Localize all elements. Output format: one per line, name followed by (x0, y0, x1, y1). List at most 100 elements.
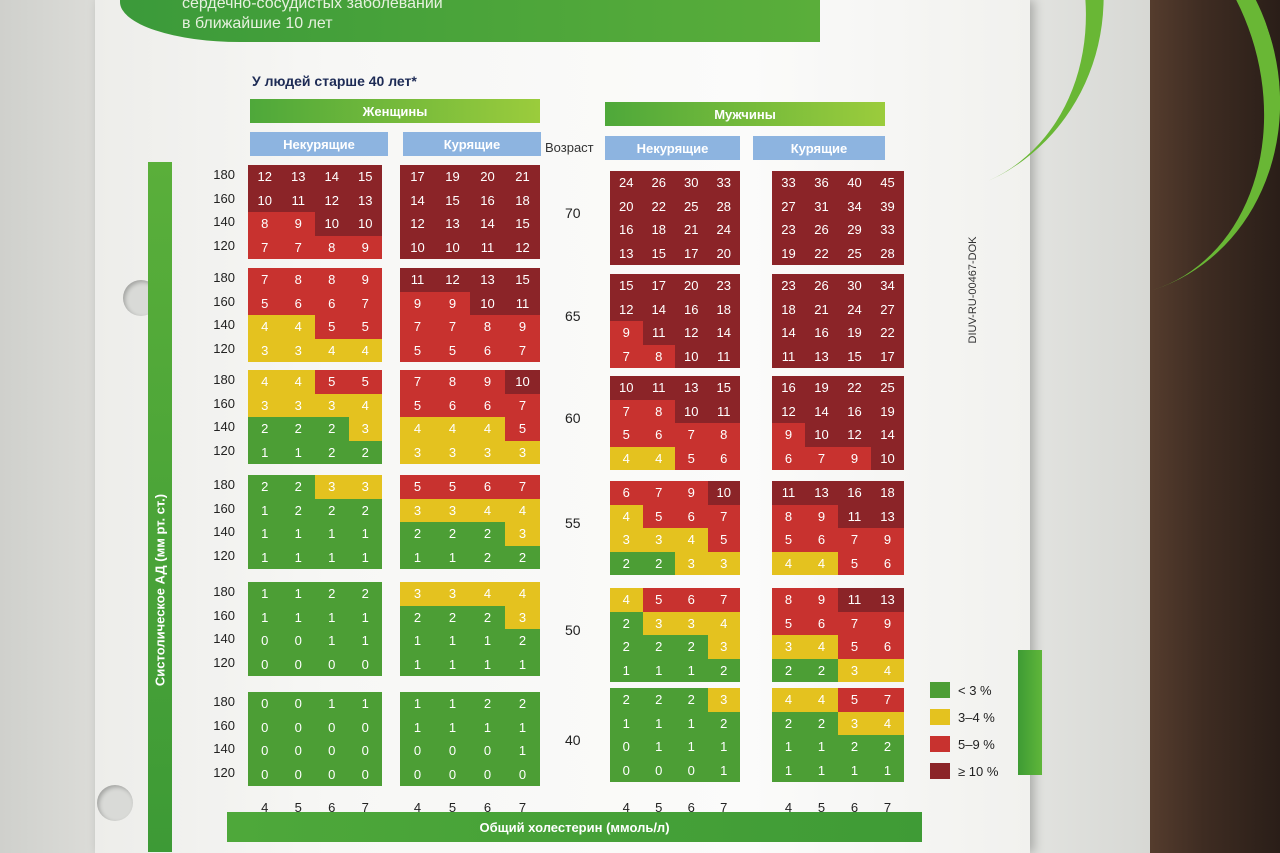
risk-cell: 0 (315, 739, 349, 763)
risk-table-women-nonsmokers-age-70: 12 13 14 15 10 11 12 13 8 9 10 10 7 7 8 9 (248, 165, 382, 259)
risk-cell: 4 (805, 635, 838, 659)
risk-cell: 11 (772, 344, 805, 368)
risk-cell: 13 (805, 344, 838, 368)
risk-cell: 20 (470, 165, 505, 189)
risk-cell: 14 (871, 423, 904, 447)
risk-cell: 11 (772, 481, 805, 505)
risk-cell: 12 (315, 188, 349, 212)
risk-cell: 1 (248, 498, 282, 522)
bp-label: 140 (213, 214, 235, 229)
legend-label: < 3 % (958, 682, 992, 698)
legend-item: 5–9 % (930, 736, 995, 752)
risk-cell: 1 (675, 711, 708, 735)
risk-cell: 1 (435, 715, 470, 739)
risk-cell: 45 (871, 171, 904, 195)
risk-cell: 17 (871, 344, 904, 368)
risk-cell: 1 (248, 440, 282, 464)
risk-cell: 1 (435, 545, 470, 569)
risk-cell: 23 (707, 274, 740, 298)
risk-cell: 3 (838, 658, 871, 682)
cholesterol-label: 7 (883, 800, 892, 815)
risk-cell: 4 (505, 582, 540, 606)
risk-cell: 2 (400, 605, 435, 629)
cholesterol-label: 6 (850, 800, 859, 815)
risk-cell: 1 (838, 758, 871, 782)
risk-cell: 17 (675, 241, 708, 265)
risk-cell: 7 (871, 688, 904, 712)
risk-cell: 13 (470, 268, 505, 292)
binder-hole-bottom (97, 785, 133, 821)
risk-cell: 8 (248, 212, 282, 236)
risk-cell: 0 (610, 758, 643, 782)
risk-cell: 33 (707, 171, 740, 195)
risk-cell: 2 (348, 498, 382, 522)
bp-label: 180 (213, 694, 235, 709)
risk-cell: 11 (400, 268, 435, 292)
risk-cell: 15 (610, 274, 643, 298)
risk-cell: 9 (772, 423, 805, 447)
risk-cell: 2 (675, 688, 708, 712)
cholesterol-label: 4 (784, 800, 793, 815)
risk-cell: 9 (805, 588, 838, 612)
risk-cell: 1 (348, 545, 382, 569)
risk-cell: 7 (435, 315, 470, 339)
risk-cell: 12 (772, 399, 805, 423)
risk-cell: 5 (610, 423, 643, 447)
risk-cell: 0 (505, 762, 540, 786)
bp-label: 160 (213, 190, 235, 206)
risk-cell: 13 (281, 165, 315, 189)
legend-label: 3–4 % (958, 709, 995, 725)
risk-cell: 1 (642, 711, 675, 735)
risk-cell: 6 (772, 446, 805, 470)
risk-cell: 16 (772, 376, 805, 400)
risk-cell: 3 (707, 551, 740, 575)
risk-cell: 28 (707, 194, 740, 218)
risk-cell: 7 (400, 315, 435, 339)
risk-cell: 11 (470, 235, 505, 259)
risk-cell: 1 (348, 605, 382, 629)
risk-cell: 3 (248, 338, 282, 362)
risk-cell: 29 (838, 218, 871, 242)
risk-cell: 3 (435, 582, 470, 606)
risk-cell: 9 (805, 504, 838, 528)
risk-cell: 3 (348, 417, 382, 441)
risk-cell: 1 (315, 629, 349, 653)
risk-cell: 6 (871, 635, 904, 659)
legend-label: 5–9 % (958, 736, 995, 752)
risk-cell: 5 (315, 370, 349, 394)
risk-cell: 2 (470, 522, 505, 546)
risk-cell: 22 (642, 194, 675, 218)
legend-swatch (930, 763, 950, 779)
risk-cell: 5 (248, 291, 282, 315)
risk-cell: 7 (281, 235, 315, 259)
risk-cell: 16 (838, 399, 871, 423)
bp-label: 120 (213, 237, 235, 253)
risk-cell: 0 (248, 762, 282, 786)
risk-cell: 18 (707, 297, 740, 321)
risk-cell: 23 (772, 218, 805, 242)
risk-cell: 9 (348, 268, 382, 292)
risk-cell: 0 (470, 739, 505, 763)
risk-cell: 12 (838, 423, 871, 447)
risk-cell: 34 (838, 194, 871, 218)
risk-cell: 19 (805, 376, 838, 400)
bp-label: 140 (213, 419, 235, 434)
risk-cell: 7 (707, 588, 740, 612)
risk-cell: 6 (805, 611, 838, 635)
risk-cell: 15 (348, 165, 382, 189)
risk-cell: 3 (675, 611, 708, 635)
risk-cell: 14 (707, 321, 740, 345)
risk-cell: 5 (505, 417, 540, 441)
cholesterol-label: 5 (448, 800, 457, 815)
risk-cell: 5 (400, 393, 435, 417)
risk-cell: 7 (610, 344, 643, 368)
risk-cell: 40 (838, 171, 871, 195)
risk-cell: 30 (838, 274, 871, 298)
age-label: 55 (565, 515, 581, 531)
risk-table-men-nonsmokers-age-60: 10 11 13 15 7 8 10 11 5 6 7 8 4 4 5 6 (610, 376, 740, 470)
risk-table-men-smokers-age-65: 23 26 30 34 18 21 24 27 14 16 19 22 11 13 15 17 (772, 274, 904, 368)
risk-cell: 1 (315, 692, 349, 716)
